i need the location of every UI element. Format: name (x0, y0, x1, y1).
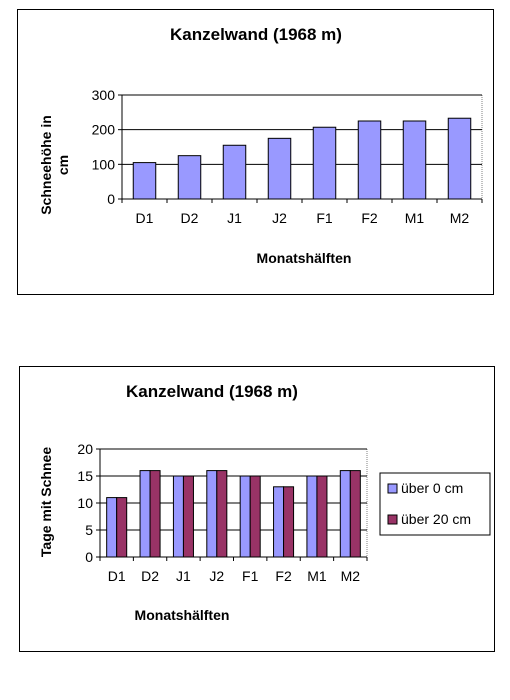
bar (139, 470, 151, 558)
x-tick-label: M1 (307, 568, 327, 584)
y-axis-label-unit: cm (55, 155, 71, 175)
x-tick-label: F1 (316, 210, 333, 226)
y-axis-label: Schneehöhe in (38, 115, 54, 215)
x-axis-label: Monatshälften (257, 250, 352, 266)
bar (216, 470, 228, 558)
y-tick-label: 5 (85, 522, 93, 538)
x-tick-label: M2 (450, 210, 470, 226)
bar (182, 475, 194, 558)
bar (206, 470, 218, 558)
chart-title: Kanzelwand (1968 m) (126, 382, 298, 401)
bar (357, 120, 382, 200)
y-tick-label: 20 (77, 441, 93, 457)
bar (316, 475, 328, 558)
x-tick-label: D1 (136, 210, 154, 226)
x-axis-label: Monatshälften (135, 607, 230, 623)
y-tick-label: 15 (77, 468, 93, 484)
x-tick-label: J1 (227, 210, 242, 226)
bar (349, 470, 361, 558)
bar (149, 470, 161, 558)
x-tick-label: F2 (361, 210, 378, 226)
y-tick-label: 0 (85, 549, 93, 565)
bar (267, 137, 292, 200)
x-tick-label: J2 (209, 568, 224, 584)
y-tick-label: 0 (107, 191, 115, 207)
bar (132, 162, 157, 200)
bar (239, 475, 251, 558)
legend-label-series-2: über 20 cm (401, 511, 471, 527)
x-tick-label: F1 (242, 568, 259, 584)
bar (306, 475, 318, 558)
legend-label-series-1: über 0 cm (401, 480, 463, 496)
x-tick-label: M2 (341, 568, 361, 584)
bar (339, 470, 351, 558)
x-tick-label: D2 (181, 210, 199, 226)
legend: über 0 cm über 20 cm (379, 472, 491, 536)
bar (283, 486, 295, 558)
x-tick-label: J1 (176, 568, 191, 584)
snow-days-chart-svg: Kanzelwand (1968 m) 0 5 10 15 20 D1 D2 J1 J2 F1 F… (38, 382, 491, 623)
x-tick-label: J2 (272, 210, 287, 226)
bar (273, 486, 285, 558)
bar (172, 475, 184, 558)
bar (177, 155, 202, 200)
bar (249, 475, 261, 558)
legend-swatch-series-2 (387, 514, 398, 525)
x-tick-label: D1 (108, 568, 126, 584)
bar (116, 497, 128, 558)
y-tick-label: 200 (92, 122, 116, 138)
y-tick-label: 300 (92, 87, 116, 103)
bar (106, 497, 118, 558)
x-tick-label: D2 (141, 568, 159, 584)
snow-days-chart: Kanzelwand (1968 m) 0 5 10 15 20 D1 D2 J1 J2 F1 F… (19, 366, 495, 652)
bar (312, 126, 337, 200)
legend-box (379, 472, 491, 536)
snow-depth-chart: Kanzelwand (1968 m) 0 100 200 300 D1 D2 J1 J2 F… (17, 9, 494, 295)
y-tick-label: 100 (92, 156, 116, 172)
legend-swatch-series-1 (387, 483, 398, 494)
bar (222, 144, 247, 200)
x-tick-label: F2 (275, 568, 292, 584)
y-axis-label: Tage mit Schnee (38, 447, 54, 557)
bar (447, 117, 472, 200)
snow-depth-chart-svg: Kanzelwand (1968 m) 0 100 200 300 D1 D2 J1 J2 F… (38, 25, 483, 266)
x-tick-label: M1 (405, 210, 425, 226)
chart-title: Kanzelwand (1968 m) (170, 25, 342, 44)
bar (402, 120, 427, 200)
y-tick-label: 10 (77, 495, 93, 511)
